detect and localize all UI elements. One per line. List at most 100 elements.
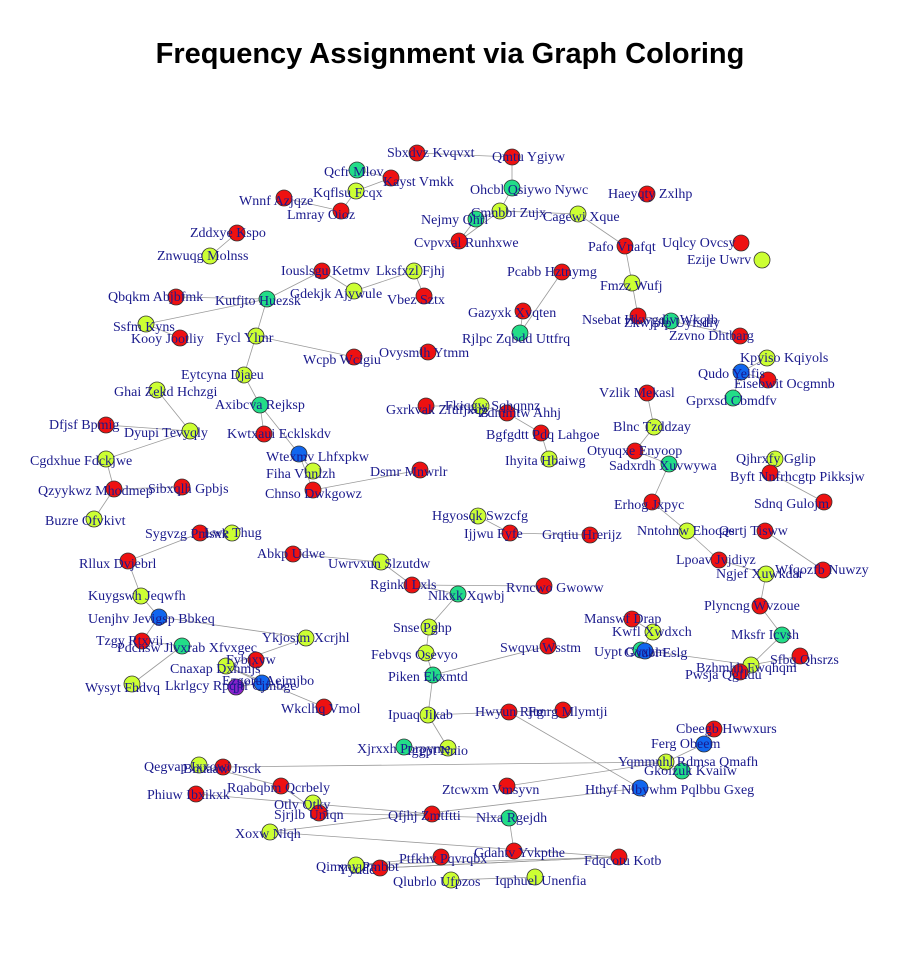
graph-edge bbox=[411, 584, 545, 587]
graph-node bbox=[751, 597, 769, 615]
graph-edge bbox=[519, 271, 563, 334]
graph-edge bbox=[222, 761, 667, 768]
graph-node bbox=[290, 445, 308, 463]
node-label: Nsebat Hkwgdiv Wkqlb bbox=[582, 313, 718, 328]
graph-edge bbox=[379, 856, 620, 869]
graph-edge bbox=[416, 152, 513, 158]
graph-edge bbox=[131, 645, 183, 685]
node-label: Nejmy Qhrl bbox=[421, 213, 488, 228]
graph-node bbox=[535, 577, 553, 595]
node-label: Iqphuel Unenfia bbox=[495, 874, 587, 889]
graph-node bbox=[636, 642, 654, 660]
node-label: Wtexmv Lhfxpkw bbox=[266, 450, 370, 465]
node-label: Yqmmnhl Rdmsa Qmafh bbox=[618, 755, 758, 770]
node-label: Qegvap Ixxowi bbox=[144, 760, 231, 775]
node-label: Ijjwu Fyfe bbox=[464, 527, 523, 542]
graph-node bbox=[532, 424, 550, 442]
graph-node bbox=[724, 389, 742, 407]
graph-node bbox=[623, 610, 641, 628]
graph-edge bbox=[105, 430, 191, 460]
node-label: Iggpt Nnio bbox=[407, 744, 468, 759]
node-label: Uqlcy Ovcsy bbox=[662, 236, 736, 251]
graph-node bbox=[423, 805, 441, 823]
node-label: Qmtu Ygiyw bbox=[492, 150, 566, 165]
node-label: Sbxdvz Kvqvxt bbox=[387, 146, 475, 161]
node-label: Zdmmtw Ahhj bbox=[479, 406, 561, 421]
node-label: Qudo Yeifis bbox=[698, 367, 765, 382]
node-label: Xoxw Nlqh bbox=[235, 827, 301, 842]
graph-edge bbox=[318, 812, 510, 819]
graph-edge bbox=[670, 320, 741, 337]
graph-node bbox=[173, 478, 191, 496]
graph-node bbox=[695, 735, 713, 753]
node-label: Xjrxxh Porpyme bbox=[357, 742, 451, 757]
node-label: Qjhrxfy Gglip bbox=[736, 452, 816, 467]
graph-edge bbox=[113, 486, 183, 490]
graph-node bbox=[247, 327, 265, 345]
node-label: Kqflsu Fcqx bbox=[313, 186, 383, 201]
node-label: Gprxsd Cbmdfv bbox=[686, 394, 777, 409]
graph-node bbox=[629, 307, 647, 325]
node-label: Sadxrdh Xuvwywa bbox=[609, 459, 717, 474]
node-label: Eisebwit Ocgmnb bbox=[734, 377, 835, 392]
graph-node bbox=[148, 381, 166, 399]
node-label: Gazyxk Xvqten bbox=[468, 306, 556, 321]
graph-node bbox=[678, 522, 696, 540]
node-label: Ezije Uwrv bbox=[687, 253, 751, 268]
graph-node bbox=[313, 262, 331, 280]
graph-node bbox=[644, 623, 662, 641]
node-label: Gkoizuk Kvaiiw bbox=[644, 764, 738, 779]
node-label: Erhog Jxpyc bbox=[614, 498, 684, 513]
graph-node bbox=[253, 674, 271, 692]
graph-edge bbox=[506, 761, 667, 787]
node-label: Sfbq Qhsrzs bbox=[770, 653, 839, 668]
node-label: Lpoav Jvjdiyz bbox=[676, 553, 756, 568]
graph-edge bbox=[764, 530, 824, 571]
graph-node bbox=[119, 552, 137, 570]
graph-node bbox=[347, 856, 365, 874]
node-label: Ngjef Xuwkdar bbox=[716, 567, 804, 582]
graph-edge bbox=[225, 665, 325, 708]
node-label: Sibxqlh Gpbjs bbox=[148, 482, 229, 497]
graph-node bbox=[501, 524, 519, 542]
graph-edge bbox=[269, 831, 620, 858]
graph-node bbox=[569, 205, 587, 223]
graph-node bbox=[432, 848, 450, 866]
node-label: Dsmr Mnwrlr bbox=[370, 465, 448, 480]
graph-node bbox=[347, 182, 365, 200]
node-label: Cbeegb Hwwxurs bbox=[676, 722, 777, 737]
node-label: Rllux Dvjebrl bbox=[79, 557, 156, 572]
graph-node bbox=[85, 510, 103, 528]
node-label: Qsrtj Tisww bbox=[719, 524, 789, 539]
graph-node bbox=[540, 450, 558, 468]
graph-edge bbox=[355, 856, 620, 866]
node-label: Axibcva Rejksp bbox=[215, 398, 305, 413]
graph-edge bbox=[353, 270, 415, 292]
node-label: Iouslsgu Ketmv bbox=[281, 264, 370, 279]
graph-node bbox=[631, 779, 649, 797]
graph-node bbox=[223, 524, 241, 542]
graph-node bbox=[500, 703, 518, 721]
node-label: Lksfxzl Fjhj bbox=[376, 264, 445, 279]
graph-node bbox=[405, 262, 423, 280]
graph-node bbox=[261, 823, 279, 841]
graph-edge bbox=[577, 213, 626, 247]
node-label: Nlxa Rgejdh bbox=[476, 811, 547, 826]
graph-node bbox=[105, 480, 123, 498]
graph-edge bbox=[427, 711, 510, 716]
node-label: Gdahtv Yvkpthe bbox=[474, 846, 565, 861]
node-label: Lwe Thug bbox=[204, 526, 262, 541]
graph-node bbox=[491, 202, 509, 220]
graph-node bbox=[469, 507, 487, 525]
graph-node bbox=[372, 553, 390, 571]
graph-node bbox=[657, 753, 675, 771]
node-label: Ovysmlh Ytmm bbox=[379, 346, 469, 361]
node-label: Mksfr Icvsh bbox=[731, 628, 799, 643]
node-label: Pdcnsw Jlvxrab Xfvxgec bbox=[117, 641, 257, 656]
graph-node bbox=[638, 185, 656, 203]
node-layer bbox=[85, 144, 833, 889]
node-label: Zzvno Dhtbarg bbox=[669, 329, 754, 344]
node-label: Ohcbl Qsiywo Nywc bbox=[470, 183, 588, 198]
